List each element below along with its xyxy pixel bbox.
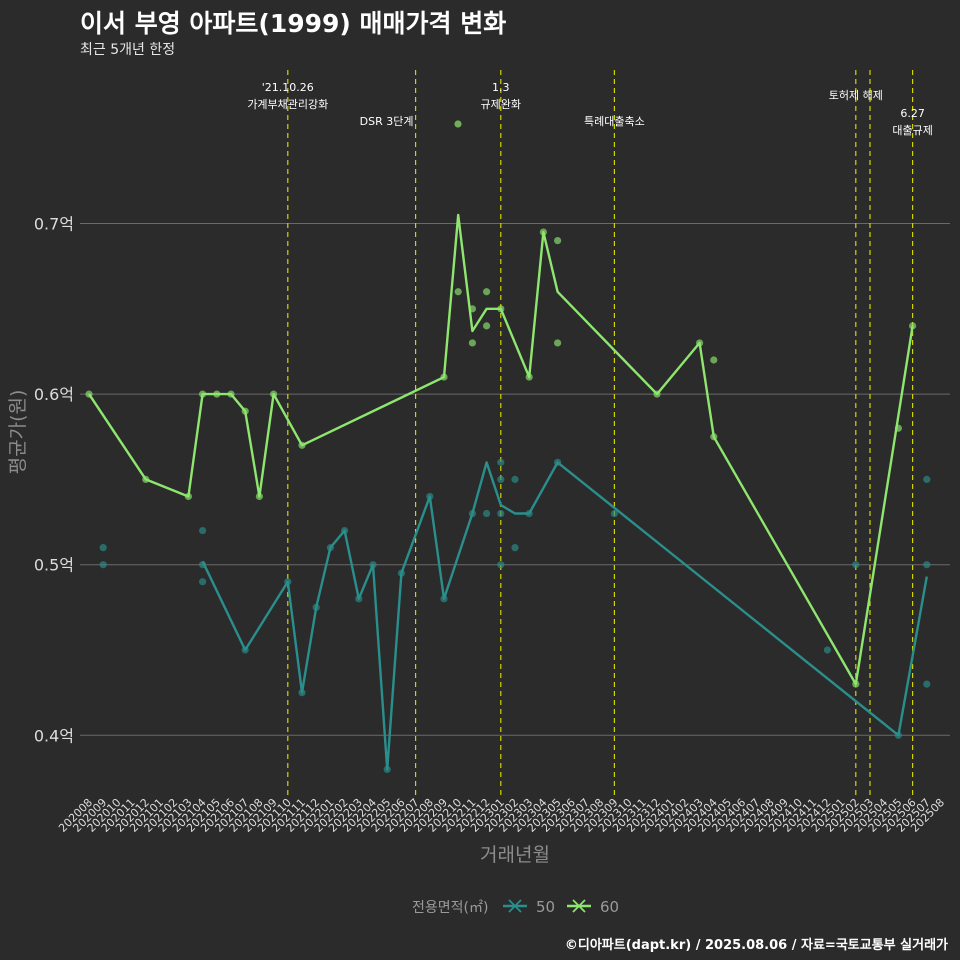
event-label: 토허제 해제 bbox=[829, 88, 883, 102]
data-point bbox=[497, 561, 505, 569]
data-point bbox=[99, 561, 107, 569]
data-point bbox=[199, 526, 207, 535]
event-label: 가계부채관리강화 bbox=[247, 98, 328, 111]
series-layer bbox=[85, 213, 931, 774]
legend-key-mark bbox=[508, 899, 522, 913]
data-point bbox=[710, 356, 718, 364]
event-label: 특례대출축소 bbox=[584, 115, 645, 128]
data-point bbox=[554, 236, 562, 245]
event-label: DSR 3단계 bbox=[360, 115, 414, 128]
x-axis-title: 거래년월 bbox=[480, 844, 550, 866]
data-point bbox=[823, 646, 832, 654]
event-label: 1.3 bbox=[492, 81, 510, 94]
y-tick-label: 0.4억 bbox=[34, 726, 74, 745]
data-point bbox=[468, 339, 476, 347]
series-50 bbox=[99, 458, 931, 774]
event-label: 대출규제 bbox=[892, 124, 932, 137]
event-marker-dot bbox=[454, 120, 462, 128]
event-label: 규제완화 bbox=[481, 98, 521, 111]
x-axis: 2020082020092020102020112020122021012021… bbox=[56, 796, 947, 835]
data-point bbox=[497, 458, 505, 466]
series-60 bbox=[85, 213, 917, 688]
series-line bbox=[88, 213, 914, 686]
data-point bbox=[923, 680, 931, 688]
data-point bbox=[852, 561, 860, 569]
y-axis: 0.4억 0.5억 0.6억 0.7억 bbox=[34, 215, 74, 746]
y-axis-title: 평균가(원) bbox=[7, 390, 29, 475]
chart-subtitle: 최근 5개년 한정 bbox=[80, 42, 176, 58]
series-line bbox=[201, 461, 928, 771]
event-label: '21.10.26 bbox=[262, 81, 314, 94]
data-point bbox=[554, 339, 562, 347]
legend-key-mark bbox=[572, 899, 586, 913]
data-point bbox=[909, 322, 917, 330]
data-point bbox=[99, 544, 107, 552]
data-point bbox=[497, 509, 505, 518]
legend-label: 50 bbox=[536, 898, 555, 916]
event-label: 6.27 bbox=[900, 107, 925, 120]
legend: 전용면적(㎡) 50 60 bbox=[412, 898, 619, 916]
data-point bbox=[923, 475, 931, 484]
chart-title: 이서 부영 아파트(1999) 매매가격 변화 bbox=[80, 9, 507, 38]
y-tick-label: 0.7억 bbox=[34, 215, 74, 234]
data-point bbox=[511, 544, 519, 552]
legend-label: 60 bbox=[600, 898, 619, 916]
legend-title: 전용면적(㎡) bbox=[412, 900, 488, 916]
y-tick-label: 0.6억 bbox=[34, 385, 74, 404]
y-tick-label: 0.5억 bbox=[34, 556, 74, 575]
data-point bbox=[454, 288, 462, 296]
data-point bbox=[511, 475, 519, 484]
data-point bbox=[483, 322, 491, 330]
data-point bbox=[199, 578, 207, 586]
data-point bbox=[923, 561, 931, 569]
source-caption: ©디아파트(dapt.kr) / 2025.08.06 / 자료=국토교통부 실… bbox=[564, 938, 948, 953]
data-point bbox=[483, 288, 491, 296]
data-point bbox=[483, 509, 491, 518]
data-point bbox=[610, 509, 619, 518]
data-point bbox=[497, 475, 505, 484]
